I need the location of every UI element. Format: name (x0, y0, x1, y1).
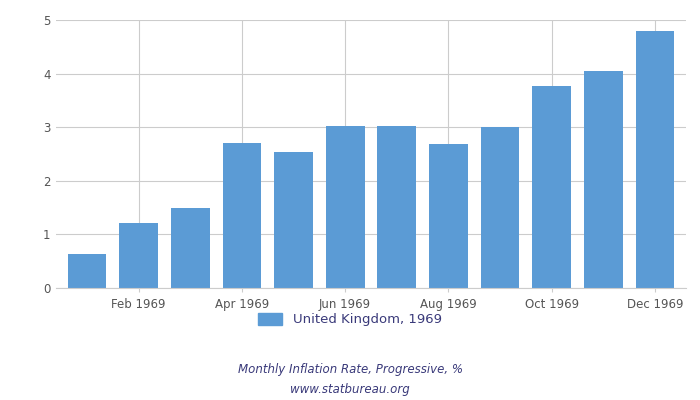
Legend: United Kingdom, 1969: United Kingdom, 1969 (253, 308, 447, 332)
Bar (481, 127, 519, 288)
Bar (377, 126, 416, 288)
Bar (223, 143, 261, 288)
Bar (636, 31, 674, 288)
Bar (429, 144, 468, 288)
Text: Monthly Inflation Rate, Progressive, %: Monthly Inflation Rate, Progressive, % (237, 364, 463, 376)
Bar (171, 208, 209, 288)
Bar (533, 86, 571, 288)
Bar (584, 71, 623, 288)
Bar (326, 126, 365, 288)
Bar (68, 254, 106, 288)
Bar (119, 223, 158, 288)
Bar (274, 152, 313, 288)
Text: www.statbureau.org: www.statbureau.org (290, 384, 410, 396)
